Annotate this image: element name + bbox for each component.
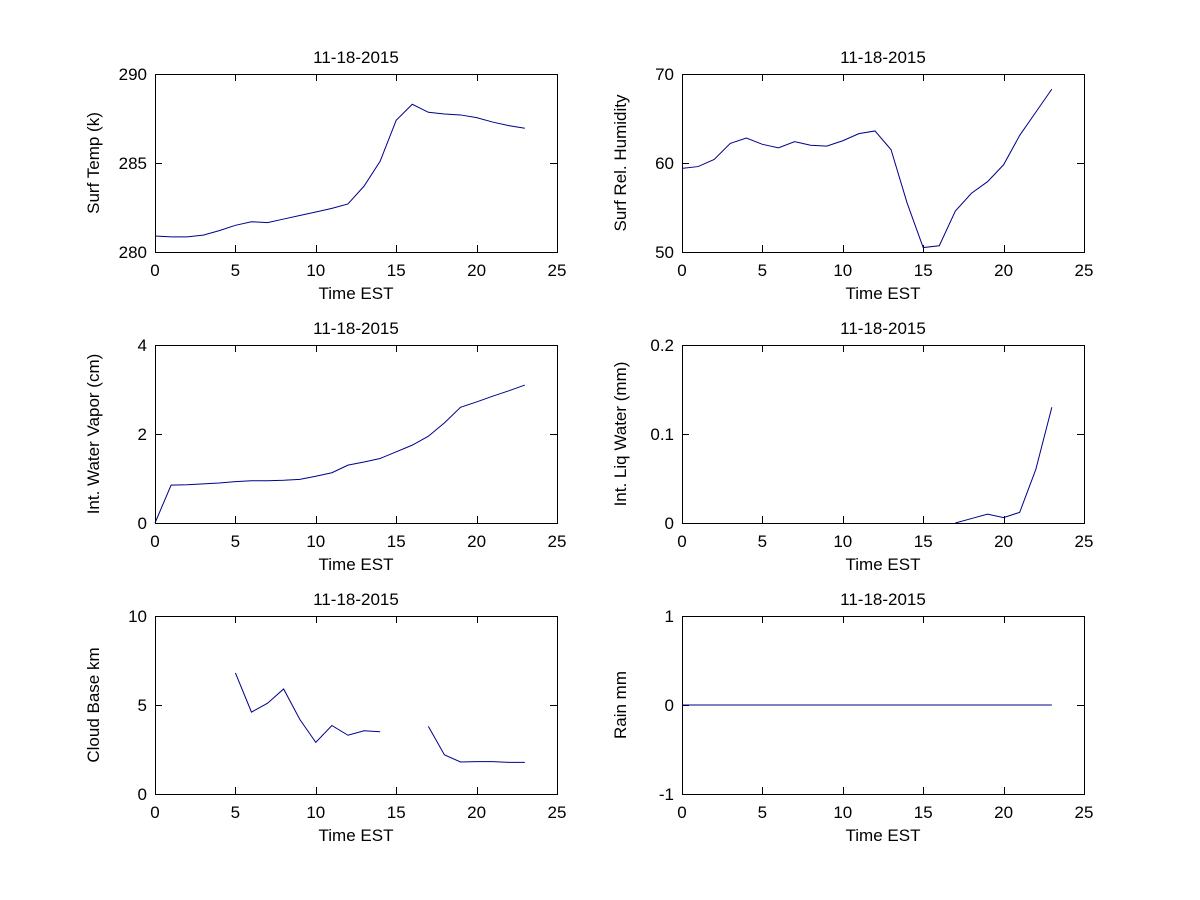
plot-box <box>155 74 558 253</box>
x-tick-label: 0 <box>150 803 159 822</box>
plot-box <box>155 616 558 795</box>
x-tick-label: 20 <box>467 803 486 822</box>
y-axis-label: Rain mm <box>611 671 630 739</box>
x-tick-label: 5 <box>758 532 767 551</box>
x-tick-label: 20 <box>994 261 1013 280</box>
x-axis-label: Time EST <box>319 284 394 303</box>
y-tick-label: 0 <box>138 514 147 533</box>
x-tick-label: 0 <box>150 532 159 551</box>
subplot-title: 11-18-2015 <box>313 319 399 338</box>
subplot-surf-rel-humidity: 0 5 10 15 20 25 50 60 70 11-18-2015 Time EST Surf R… <box>611 48 1093 303</box>
y-tick-label: 70 <box>655 65 674 84</box>
y-tick-label: 1 <box>665 607 674 626</box>
x-tick-label: 20 <box>467 261 486 280</box>
x-tick-label: 15 <box>387 532 406 551</box>
x-tick-label: 5 <box>758 803 767 822</box>
plot-box <box>682 345 1085 524</box>
y-tick-label: 0 <box>138 785 147 804</box>
y-axis-label: Surf Temp (k) <box>84 112 103 214</box>
x-tick-label: 5 <box>231 532 240 551</box>
x-tick-label: 15 <box>914 803 933 822</box>
subplot-title: 11-18-2015 <box>313 48 399 67</box>
x-tick-label: 25 <box>1075 803 1094 822</box>
subplot-title: 11-18-2015 <box>840 319 926 338</box>
data-line-surf-temp <box>154 103 525 238</box>
y-tick-label: -1 <box>659 785 674 804</box>
x-tick-label: 0 <box>677 532 686 551</box>
y-tick-label: 10 <box>128 607 147 626</box>
x-tick-label: 0 <box>677 803 686 822</box>
data-line-cloud-base <box>234 672 381 744</box>
y-axis-label: Int. Liq Water (mm) <box>611 362 630 507</box>
x-tick-label: 10 <box>306 261 325 280</box>
data-line-int-liq-water <box>955 407 1053 524</box>
plot-box <box>682 74 1085 253</box>
subplot-title: 11-18-2015 <box>840 48 926 67</box>
x-tick-label: 25 <box>548 532 567 551</box>
y-tick-label: 4 <box>138 336 147 355</box>
y-tick-label: 0 <box>665 514 674 533</box>
x-axis-label: Time EST <box>846 555 921 574</box>
x-tick-label: 20 <box>467 532 486 551</box>
y-axis-label: Int. Water Vapor (cm) <box>84 354 103 515</box>
x-tick-label: 15 <box>387 261 406 280</box>
x-axis-label: Time EST <box>319 555 394 574</box>
y-tick-label: 280 <box>119 243 147 262</box>
subplot-int-liq-water: 0 5 10 15 20 25 0 0.1 0.2 11-18-2015 Time EST Int. … <box>611 319 1093 574</box>
y-tick-label: 50 <box>655 243 674 262</box>
x-tick-label: 10 <box>833 803 852 822</box>
subplot-title: 11-18-2015 <box>840 590 926 609</box>
y-tick-label: 5 <box>138 696 147 715</box>
subplot-int-water-vapor: 0 5 10 15 20 25 0 2 4 11-18-2015 Time EST Int. Wate… <box>84 319 566 574</box>
x-tick-label: 5 <box>231 803 240 822</box>
x-axis-label: Time EST <box>846 284 921 303</box>
x-axis-label: Time EST <box>846 826 921 845</box>
subplot-cloud-base: 0 5 10 15 20 25 0 5 10 11-18-2015 Time EST Cloud Ba… <box>84 590 566 845</box>
y-tick-label: 0.2 <box>650 336 674 355</box>
x-tick-label: 25 <box>548 803 567 822</box>
x-tick-label: 10 <box>833 532 852 551</box>
x-tick-label: 20 <box>994 803 1013 822</box>
y-tick-label: 0 <box>665 696 674 715</box>
x-tick-label: 25 <box>548 261 567 280</box>
x-tick-label: 5 <box>231 261 240 280</box>
data-line-int-water-vapor <box>154 384 526 524</box>
x-tick-label: 20 <box>994 532 1013 551</box>
y-axis-label: Surf Rel. Humidity <box>611 94 630 231</box>
x-tick-label: 5 <box>758 261 767 280</box>
x-tick-label: 10 <box>833 261 852 280</box>
x-axis-label: Time EST <box>319 826 394 845</box>
x-tick-label: 15 <box>387 803 406 822</box>
x-tick-label: 15 <box>914 532 933 551</box>
x-tick-label: 0 <box>150 261 159 280</box>
plot-box <box>155 345 558 524</box>
data-line-surf-rel-humidity <box>681 88 1053 249</box>
x-tick-label: 10 <box>306 532 325 551</box>
y-axis-label: Cloud Base km <box>84 647 103 762</box>
x-tick-label: 25 <box>1075 532 1094 551</box>
x-tick-label: 25 <box>1075 261 1094 280</box>
y-tick-label: 0.1 <box>650 425 674 444</box>
x-tick-label: 0 <box>677 261 686 280</box>
y-tick-label: 285 <box>119 154 147 173</box>
x-tick-label: 10 <box>306 803 325 822</box>
y-tick-label: 290 <box>119 65 147 84</box>
subplot-surf-temp: 0 5 10 15 20 25 280 285 290 11-18-2015 Time EST Sur… <box>84 48 566 303</box>
y-tick-label: 60 <box>655 154 674 173</box>
data-line-cloud-base <box>427 726 525 763</box>
subplot-title: 11-18-2015 <box>313 590 399 609</box>
x-tick-label: 15 <box>914 261 933 280</box>
y-tick-label: 2 <box>138 425 147 444</box>
